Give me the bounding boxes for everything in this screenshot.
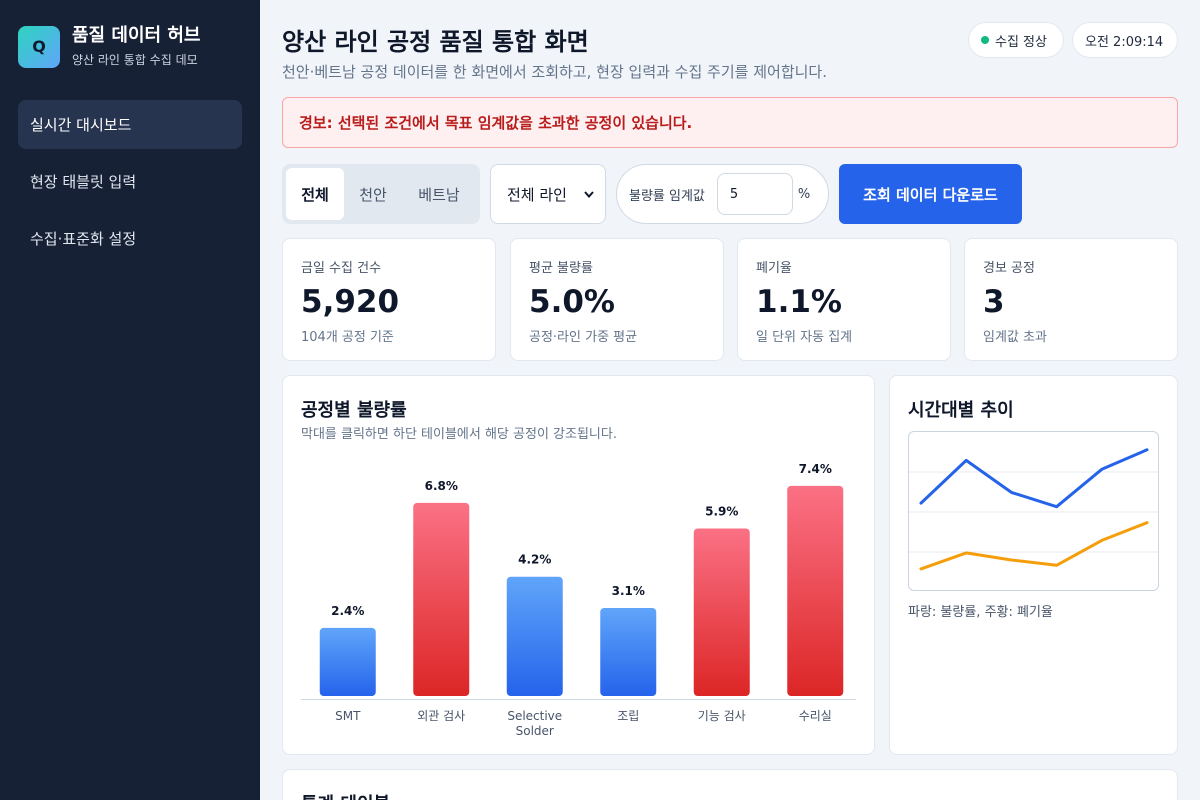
download-button[interactable]: 조회 데이터 다운로드 [839, 164, 1022, 224]
kpi-card-alert-processes: 경보 공정 3 임계값 초과 [964, 238, 1178, 361]
threshold-unit: % [797, 186, 811, 202]
kpi-note: 일 단위 자동 집계 [756, 330, 853, 345]
status-dot-icon [981, 36, 989, 44]
kpi-note: 임계값 초과 [983, 330, 1047, 345]
chevron-down-icon [584, 191, 594, 199]
kpi-value: 5,920 [301, 284, 400, 320]
kpi-value: 5.0% [529, 284, 615, 320]
threshold-label: 불량률 임계값 [629, 188, 705, 204]
clock-badge: 오전 2:09:14 [1072, 22, 1178, 58]
x-tick-label: 수리실 [799, 709, 832, 723]
kpi-note: 104개 공정 기준 [301, 330, 394, 345]
bar-0[interactable] [319, 627, 376, 696]
trend-chart-frame [908, 431, 1159, 591]
sidebar-nav: 실시간 대시보드 현장 태블릿 입력 수집·표준화 설정 [18, 100, 242, 271]
trend-line-chart [909, 448, 1158, 571]
line-select[interactable]: 전체 라인 [490, 164, 606, 224]
kpi-label: 폐기율 [756, 261, 792, 276]
threshold-input-value: 5 [729, 186, 739, 202]
bar-value-label: 3.1% [612, 584, 645, 598]
bar-1[interactable] [413, 502, 470, 696]
bar-value-label: 5.9% [705, 504, 738, 518]
threshold-input[interactable]: 5 [716, 173, 793, 215]
kpi-label: 경보 공정 [983, 261, 1035, 276]
panel-title: 공정별 불량률 [301, 400, 407, 421]
sidebar-item-tablet-input[interactable]: 현장 태블릿 입력 [30, 173, 137, 191]
brand: Q 품질 데이터 허브 양산 라인 통합 수집 데모 [18, 25, 200, 68]
x-tick-label: 외관 검사 [417, 709, 465, 723]
app-title: 품질 데이터 허브 [72, 25, 201, 46]
bar-5[interactable] [787, 485, 844, 696]
kpi-note: 공정·라인 가중 평균 [529, 330, 638, 345]
page-subtitle: 천안·베트남 공정 데이터를 한 화면에서 조회하고, 현장 입력과 수집 주기… [282, 63, 827, 81]
sidebar-item-collection-settings[interactable]: 수집·표준화 설정 [30, 230, 137, 248]
bar-3[interactable] [600, 607, 657, 696]
trend-legend: 파랑: 불량률, 주황: 폐기율 [908, 605, 1053, 620]
kpi-label: 평균 불량률 [529, 261, 593, 276]
x-tick-label: Selective [507, 709, 562, 723]
x-tick-label: 조립 [617, 709, 639, 723]
kpi-card-scrap-rate: 폐기율 1.1% 일 단위 자동 집계 [737, 238, 951, 361]
line-select-value: 전체 라인 [507, 185, 567, 204]
kpi-value: 1.1% [756, 284, 842, 320]
threshold-control: 불량률 임계값 5 % [616, 164, 829, 224]
main-content: 양산 라인 공정 품질 통합 화면 천안·베트남 공정 데이터를 한 화면에서 … [260, 0, 1200, 800]
status-label: 수집 정상 [995, 34, 1047, 50]
trend-series-1 [919, 521, 1149, 571]
bar-value-label: 2.4% [331, 604, 364, 618]
panel-title: 시간대별 추이 [908, 400, 1014, 421]
kpi-value: 3 [983, 284, 1005, 320]
site-tab-vietnam[interactable]: 베트남 [418, 185, 460, 204]
panel-subtitle: 막대를 클릭하면 하단 테이블에서 해당 공정이 강조됩니다. [301, 427, 617, 442]
app-subtitle: 양산 라인 통합 수집 데모 [72, 53, 198, 67]
alert-banner: 경보: 선택된 조건에서 목표 임계값을 초과한 공정이 있습니다. [282, 97, 1178, 148]
trend-series-0 [919, 448, 1149, 509]
page-title: 양산 라인 공정 품질 통합 화면 [282, 28, 589, 56]
kpi-label: 금일 수집 건수 [301, 261, 382, 276]
bar-value-label: 7.4% [799, 462, 832, 476]
x-tick-label: 기능 검사 [698, 709, 746, 723]
sidebar: Q 품질 데이터 허브 양산 라인 통합 수집 데모 실시간 대시보드 현장 태… [0, 0, 260, 800]
sidebar-item-dashboard[interactable]: 실시간 대시보드 [18, 100, 242, 149]
site-segmented-control: 전체 천안 베트남 [282, 164, 480, 224]
panel-title: 통계 테이블 [301, 790, 390, 800]
collection-status-badge: 수집 정상 [968, 22, 1064, 58]
kpi-card-avg-defect: 평균 불량률 5.0% 공정·라인 가중 평균 [510, 238, 724, 361]
logo-icon: Q [18, 25, 60, 68]
alert-text: 경보: 선택된 조건에서 목표 임계값을 초과한 공정이 있습니다. [299, 114, 693, 132]
stats-table-panel: 통계 테이블 [282, 769, 1178, 800]
bar-value-label: 6.8% [425, 479, 458, 493]
x-tick-label: Solder [516, 724, 554, 738]
clock-time: 오전 2:09:14 [1085, 34, 1164, 50]
bar-4[interactable] [693, 528, 750, 696]
kpi-card-daily-count: 금일 수집 건수 5,920 104개 공정 기준 [282, 238, 496, 361]
site-tab-all[interactable]: 전체 [286, 168, 344, 220]
trend-panel: 시간대별 추이 파랑: 불량률, 주황: 폐기율 [889, 375, 1178, 755]
bar-2[interactable] [506, 576, 563, 696]
x-tick-label: SMT [335, 709, 361, 723]
bar-value-label: 4.2% [518, 553, 551, 567]
defect-rate-panel: 공정별 불량률 막대를 클릭하면 하단 테이블에서 해당 공정이 강조됩니다. … [282, 375, 875, 755]
site-tab-cheonan[interactable]: 천안 [359, 185, 387, 204]
